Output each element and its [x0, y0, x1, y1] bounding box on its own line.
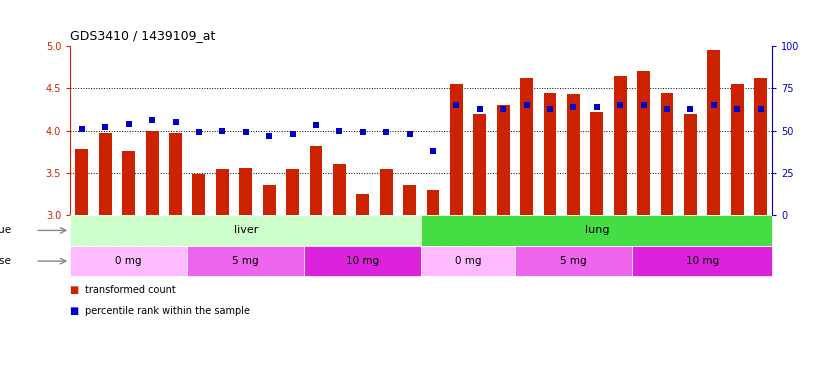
Bar [286, 169, 299, 215]
Bar [496, 105, 510, 215]
Text: dose: dose [0, 256, 12, 266]
Text: transformed count: transformed count [85, 285, 176, 295]
Bar [403, 185, 416, 215]
Point [169, 119, 183, 125]
Bar [99, 133, 112, 215]
Bar [421, 246, 515, 276]
Point [145, 118, 159, 124]
Bar [333, 164, 346, 215]
Bar [707, 50, 720, 215]
Bar [356, 194, 369, 215]
Bar [632, 246, 772, 276]
Text: 10 mg: 10 mg [686, 256, 719, 266]
Bar [426, 190, 439, 215]
Text: 5 mg: 5 mg [560, 256, 586, 266]
Bar [473, 114, 487, 215]
Bar [614, 76, 627, 215]
Bar [661, 93, 673, 215]
Bar [169, 133, 182, 215]
Point [496, 106, 510, 112]
Point [707, 102, 720, 108]
Point [240, 129, 253, 135]
Point [544, 106, 557, 112]
Point [637, 102, 650, 108]
Bar [188, 246, 304, 276]
Point [99, 124, 112, 130]
Bar [567, 94, 580, 215]
Point [590, 104, 603, 110]
Bar [421, 215, 772, 246]
Text: 10 mg: 10 mg [346, 256, 379, 266]
Bar [515, 246, 632, 276]
Point [520, 102, 534, 108]
Text: ■: ■ [70, 285, 83, 295]
Point [730, 106, 743, 112]
Point [216, 127, 229, 134]
Bar [145, 131, 159, 215]
Text: 5 mg: 5 mg [232, 256, 259, 266]
Bar [544, 93, 557, 215]
Bar [240, 168, 252, 215]
Point [426, 148, 439, 154]
Bar [591, 112, 603, 215]
Bar [684, 114, 697, 215]
Point [309, 122, 322, 129]
Point [122, 121, 135, 127]
Bar [192, 174, 206, 215]
Point [684, 106, 697, 112]
Bar [70, 246, 188, 276]
Point [75, 126, 88, 132]
Text: 0 mg: 0 mg [116, 256, 142, 266]
Bar [75, 149, 88, 215]
Bar [122, 151, 135, 215]
Point [660, 106, 673, 112]
Point [263, 132, 276, 139]
Point [449, 102, 463, 108]
Point [567, 104, 580, 110]
Text: ■: ■ [70, 306, 83, 316]
Bar [520, 78, 533, 215]
Text: tissue: tissue [0, 225, 12, 235]
Text: GDS3410 / 1439109_at: GDS3410 / 1439109_at [70, 29, 216, 42]
Point [380, 129, 393, 135]
Point [754, 106, 767, 112]
Point [614, 102, 627, 108]
Point [473, 106, 487, 112]
Point [192, 129, 206, 135]
Bar [216, 169, 229, 215]
Bar [754, 78, 767, 215]
Point [403, 131, 416, 137]
Point [286, 131, 299, 137]
Bar [380, 169, 392, 215]
Bar [637, 71, 650, 215]
Bar [304, 246, 421, 276]
Text: lung: lung [585, 225, 609, 235]
Point [333, 127, 346, 134]
Text: liver: liver [234, 225, 258, 235]
Bar [70, 215, 421, 246]
Point [356, 129, 369, 135]
Bar [263, 185, 276, 215]
Bar [731, 84, 743, 215]
Text: percentile rank within the sample: percentile rank within the sample [85, 306, 250, 316]
Text: 0 mg: 0 mg [455, 256, 482, 266]
Bar [450, 84, 463, 215]
Bar [310, 146, 322, 215]
